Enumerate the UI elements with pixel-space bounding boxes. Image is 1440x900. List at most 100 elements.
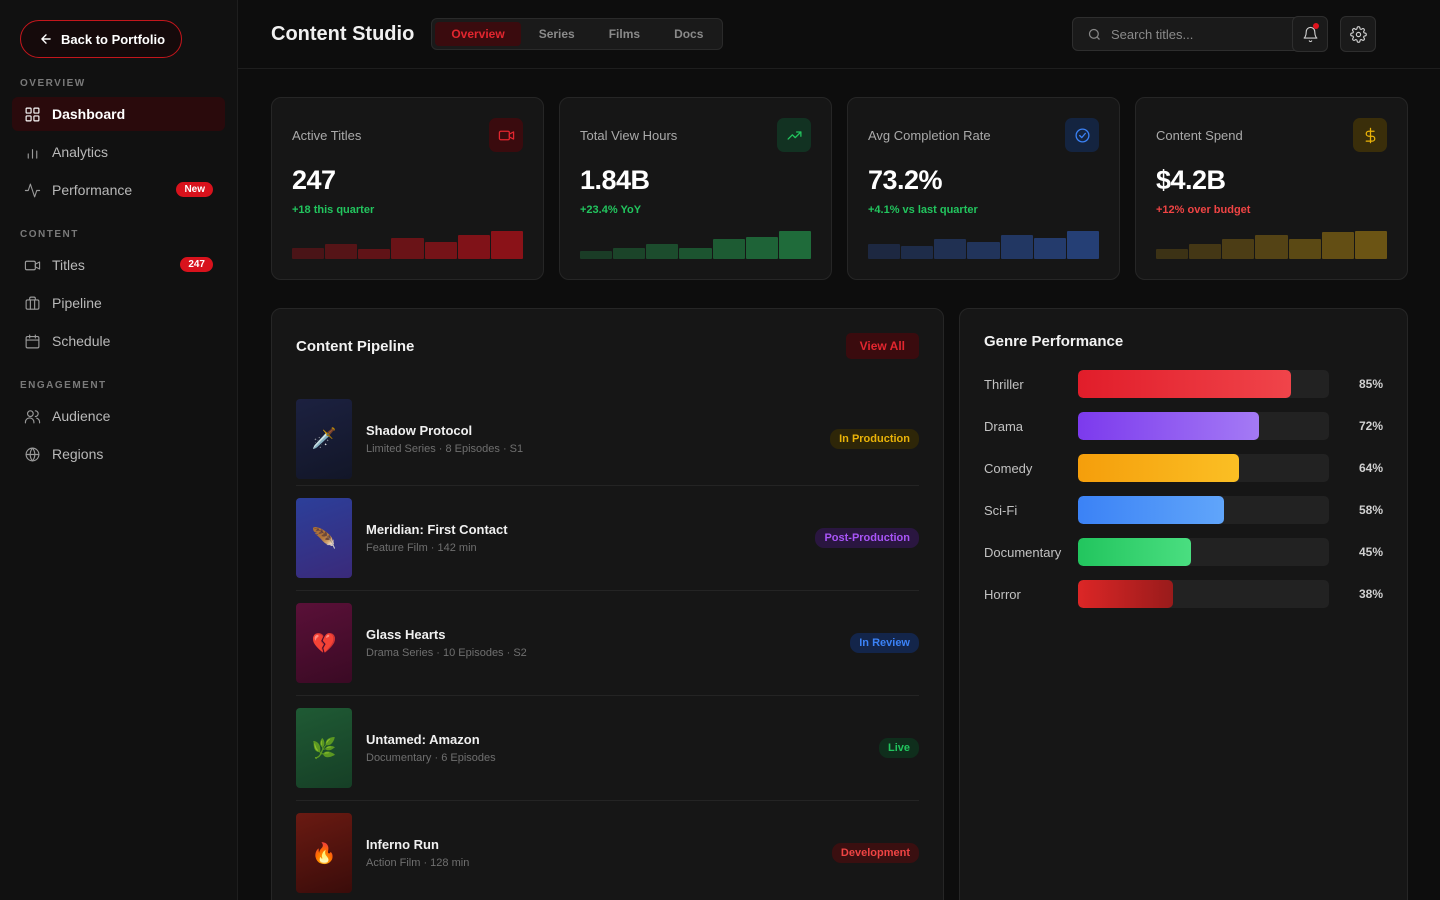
sparkline-bar — [325, 243, 358, 259]
pipeline-subtitle: Limited Series · 8 Episodes · S1 — [366, 442, 524, 455]
pipeline-title: Content Pipeline — [296, 337, 415, 355]
sparkline — [868, 231, 1099, 259]
view-all-button[interactable]: View All — [845, 333, 919, 359]
sparkline-bar — [745, 236, 778, 259]
genre-name: Drama — [984, 418, 1024, 434]
sidebar-item-dashboard[interactable]: Dashboard — [12, 97, 225, 131]
sparkline — [292, 231, 523, 259]
sparkline-bar — [1189, 243, 1222, 259]
tab-films[interactable]: Films — [608, 27, 641, 41]
sparkline-bar — [778, 231, 811, 259]
poster-thumbnail: 💔 — [296, 603, 352, 683]
genre-bar-track — [1078, 496, 1329, 524]
sidebar-item-audience[interactable]: Audience — [12, 399, 225, 433]
pipeline-subtitle: Drama Series · 10 Episodes · S2 — [366, 647, 527, 659]
sidebar-item-pipeline[interactable]: Pipeline — [12, 286, 225, 320]
stat-icon-badge — [1353, 118, 1387, 152]
stat-label: Avg Completion Rate — [868, 128, 991, 143]
sidebar-item-regions[interactable]: Regions — [12, 437, 225, 471]
sparkline-bar — [391, 238, 424, 259]
pipeline-row[interactable]: 💔 Glass Hearts Drama Series · 10 Episode… — [296, 591, 919, 696]
status-badge: In Review — [850, 633, 919, 653]
sparkline-bar — [646, 243, 679, 259]
sidebar-item-analytics[interactable]: Analytics — [12, 135, 225, 169]
genre-bar-fill — [1078, 454, 1239, 482]
genre-name: Comedy — [984, 460, 1033, 476]
notifications-button[interactable] — [1292, 16, 1328, 52]
nav-section-content: CONTENT Titles 247 Pipeline Schedule — [12, 229, 225, 358]
genre-row: Drama 72% — [984, 412, 1383, 440]
status-badge: Live — [878, 738, 919, 758]
stat-value: 247 — [292, 165, 336, 195]
back-to-portfolio-button[interactable]: Back to Portfolio — [20, 20, 182, 58]
poster-icon: 🌿 — [311, 737, 337, 760]
stat-card: Content Spend $4.2B +12% over budget — [1135, 97, 1408, 280]
globe-icon — [25, 447, 40, 461]
stat-value: 1.84B — [580, 165, 650, 195]
pipeline-title-text: Glass Hearts — [366, 627, 446, 642]
dollar-icon — [1365, 127, 1375, 143]
genre-performance-panel: Genre Performance Thriller 85% Drama 72%… — [959, 308, 1408, 900]
bell-icon — [1303, 26, 1317, 42]
nav-section-engagement: ENGAGEMENT Audience Regions — [12, 380, 225, 471]
poster-thumbnail: 🗡️ — [296, 398, 352, 479]
sparkline-bar — [934, 239, 967, 259]
stat-value: 73.2% — [868, 165, 943, 195]
genre-bar-fill — [1078, 538, 1191, 566]
sidebar-item-performance[interactable]: Performance New — [12, 173, 225, 207]
sparkline-bar — [868, 243, 901, 259]
notification-dot — [1313, 23, 1319, 29]
main-content: Content Studio Overview Series Films Docs A… — [238, 0, 1440, 900]
pipeline-row[interactable]: 🌿 Untamed: Amazon Documentary · 6 Episod… — [296, 696, 919, 801]
sparkline-bar — [457, 235, 490, 259]
nav-section-overview: OVERVIEW Dashboard Analytics Performance New — [12, 78, 225, 207]
pipeline-list: 🗡️ Shadow Protocol Limited Series · 8 Ep… — [296, 392, 919, 900]
stat-icon-badge — [489, 118, 523, 152]
pipeline-title-text: Untamed: Amazon — [366, 732, 480, 747]
genre-row: Sci-Fi 58% — [984, 496, 1383, 524]
sidebar-item-label: Analytics — [52, 144, 109, 160]
content-pipeline-panel: Content Pipeline View All 🗡️ Shadow Prot… — [271, 308, 944, 900]
stats-row: Active Titles 247 +18 this quarter Total… — [238, 69, 1440, 280]
poster-thumbnail: 🪶 — [296, 498, 352, 578]
genre-list: Thriller 85% Drama 72% Comedy 64% Sci-Fi… — [984, 370, 1383, 608]
genre-bar-fill — [1078, 412, 1259, 440]
poster-thumbnail: 🌿 — [296, 708, 352, 788]
sidebar-item-schedule[interactable]: Schedule — [12, 324, 225, 358]
pipeline-row[interactable]: 🔥 Inferno Run Action Film · 128 min Deve… — [296, 801, 919, 900]
sparkline-bar — [679, 247, 712, 259]
settings-button[interactable] — [1340, 16, 1376, 52]
sparkline — [580, 231, 811, 259]
search-icon — [1088, 28, 1100, 40]
sparkline-bar — [1354, 231, 1387, 259]
sidebar-item-label: Titles — [52, 257, 85, 273]
sparkline — [1156, 231, 1387, 259]
nav-heading: ENGAGEMENT — [20, 380, 107, 391]
tab-series[interactable]: Series — [538, 27, 575, 41]
pipeline-subtitle: Feature Film · 142 min — [366, 542, 477, 554]
sparkline-bar — [901, 246, 934, 259]
trending-up-icon — [786, 130, 802, 140]
sparkline-bar — [358, 249, 391, 259]
genre-percent: 38% — [1358, 587, 1383, 601]
pipeline-row[interactable]: 🪶 Meridian: First Contact Feature Film ·… — [296, 486, 919, 591]
genre-bar-track — [1078, 412, 1329, 440]
activity-icon — [24, 183, 41, 197]
tab-docs[interactable]: Docs — [674, 27, 704, 41]
status-badge: Development — [831, 843, 919, 863]
sidebar: Back to Portfolio OVERVIEW Dashboard Analy… — [0, 0, 238, 900]
tab-overview[interactable]: Overview — [435, 22, 521, 46]
search-input[interactable] — [1111, 26, 1301, 42]
pipeline-row[interactable]: 🗡️ Shadow Protocol Limited Series · 8 Ep… — [296, 392, 919, 486]
search-box[interactable] — [1072, 17, 1312, 51]
sidebar-item-titles[interactable]: Titles 247 — [12, 248, 225, 282]
genre-name: Documentary — [984, 544, 1062, 560]
sparkline-bar — [1255, 235, 1288, 259]
genre-row: Comedy 64% — [984, 454, 1383, 482]
stat-label: Total View Hours — [580, 128, 678, 143]
tab-bar: Overview Series Films Docs — [431, 18, 724, 50]
stat-value: $4.2B — [1156, 165, 1226, 195]
genre-bar-track — [1078, 454, 1329, 482]
poster-icon: 🪶 — [311, 527, 337, 550]
video-icon — [498, 130, 514, 140]
